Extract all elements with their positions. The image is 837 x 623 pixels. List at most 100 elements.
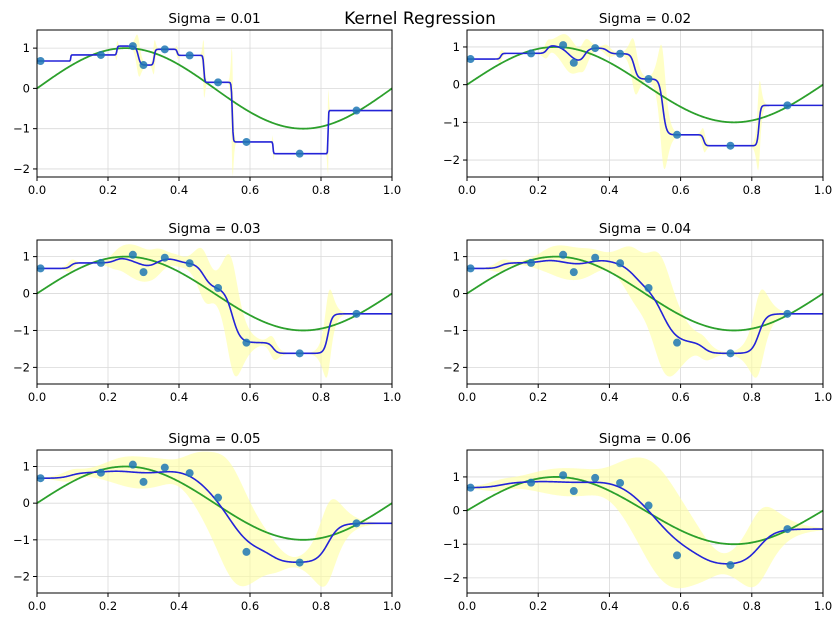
- data-point: [128, 42, 137, 51]
- x-tick-label: 0.6: [241, 390, 259, 404]
- data-point: [37, 57, 45, 66]
- x-tick-label: 0.0: [28, 390, 46, 404]
- x-tick-label: 0.0: [28, 599, 46, 613]
- data-point: [616, 259, 625, 268]
- y-tick-label: 0: [23, 287, 30, 301]
- data-point: [352, 309, 361, 318]
- x-tick-label: 0.6: [241, 183, 259, 197]
- subplot-title: Sigma = 0.05: [168, 431, 260, 447]
- subplot-title: Sigma = 0.02: [599, 11, 691, 27]
- data-point: [467, 264, 475, 273]
- x-tick-label: 0.4: [600, 599, 618, 613]
- x-tick-label: 1.0: [814, 183, 832, 197]
- figure-title: Kernel Regression: [344, 9, 496, 29]
- y-tick-label: 0: [453, 78, 460, 92]
- x-tick-label: 0.0: [458, 390, 476, 404]
- x-tick-label: 1.0: [383, 183, 401, 197]
- data-point: [673, 338, 682, 347]
- y-tick-label: −2: [443, 360, 460, 374]
- axes-frame: [36, 239, 393, 385]
- x-tick-label: 0.6: [671, 599, 689, 613]
- data-point: [242, 338, 251, 347]
- y-tick-label: −2: [13, 162, 30, 176]
- kernel-fit-line: [467, 45, 823, 147]
- y-tick-label: 1: [23, 460, 30, 474]
- data-point: [527, 478, 536, 487]
- data-point: [352, 106, 361, 115]
- data-point: [559, 41, 568, 50]
- x-tick-label: 0.8: [312, 183, 330, 197]
- axes-frame: [466, 239, 824, 385]
- x-tick-label: 0.0: [458, 599, 476, 613]
- data-point: [726, 561, 735, 570]
- data-point: [644, 75, 653, 83]
- data-point: [185, 259, 194, 268]
- subplot-title: Sigma = 0.04: [599, 221, 691, 237]
- subplot-5: 0.0 0.2 0.4 0.6 0.8 1.0 1 0 −1 −2 Sigma = 0.05: [13, 431, 401, 613]
- data-point: [185, 51, 194, 60]
- data-point: [783, 525, 792, 534]
- y-tick-label: 1: [23, 41, 30, 55]
- data-point: [352, 519, 361, 528]
- data-point: [591, 473, 600, 482]
- data-point: [139, 61, 148, 70]
- data-point: [295, 349, 304, 358]
- data-point: [214, 78, 223, 87]
- data-point: [559, 471, 568, 480]
- data-point: [616, 49, 625, 58]
- data-point: [242, 137, 251, 146]
- data-point: [295, 149, 304, 158]
- axes-frame: [466, 449, 824, 594]
- y-tick-label: 0: [453, 287, 460, 301]
- data-point: [96, 50, 105, 59]
- x-tick-label: 0.2: [529, 599, 547, 613]
- data-point: [160, 45, 169, 54]
- data-point: [96, 468, 105, 477]
- data-point: [185, 469, 194, 478]
- data-point: [128, 250, 137, 259]
- data-point: [467, 55, 475, 64]
- data-point: [467, 483, 475, 492]
- x-tick-label: 0.8: [312, 390, 330, 404]
- y-tick-label: −1: [443, 537, 460, 551]
- kernel-fit-line: [37, 45, 392, 155]
- x-tick-label: 0.6: [671, 183, 689, 197]
- confidence-band: [37, 244, 392, 378]
- x-tick-label: 0.2: [529, 183, 547, 197]
- x-tick-label: 0.8: [743, 390, 761, 404]
- y-tick-label: 1: [453, 250, 460, 264]
- x-tick-label: 1.0: [814, 599, 832, 613]
- plot-area: [467, 457, 823, 589]
- x-tick-label: 1.0: [383, 390, 401, 404]
- data-point: [783, 101, 792, 110]
- plot-area: [37, 451, 392, 587]
- data-point: [673, 130, 682, 139]
- axes-frame: [36, 29, 393, 178]
- data-point: [726, 349, 735, 358]
- y-tick-label: 0: [23, 496, 30, 510]
- data-point: [726, 141, 735, 150]
- data-point: [783, 309, 792, 318]
- data-point: [139, 268, 148, 277]
- data-point: [644, 501, 653, 510]
- y-tick-label: 0: [453, 504, 460, 518]
- x-tick-label: 0.8: [312, 599, 330, 613]
- y-tick-label: 1: [453, 40, 460, 54]
- data-point: [160, 253, 169, 262]
- y-tick-label: −2: [443, 571, 460, 585]
- data-point: [569, 268, 578, 277]
- data-point: [673, 551, 682, 560]
- data-point: [559, 250, 568, 259]
- subplot-title: Sigma = 0.06: [599, 431, 691, 447]
- subplot-title: Sigma = 0.01: [168, 11, 260, 27]
- y-tick-label: −2: [13, 360, 30, 374]
- data-point: [527, 258, 536, 267]
- x-tick-label: 0.4: [170, 390, 188, 404]
- plot-area: [467, 34, 823, 171]
- y-tick-label: −1: [13, 533, 30, 547]
- true-function-line: [37, 255, 392, 332]
- data-point: [591, 253, 600, 262]
- subplot-1: 0.0 0.2 0.4 0.6 0.8 1.0 1 0 −1 −2 Sigma = 0.01: [13, 11, 401, 197]
- x-tick-label: 1.0: [383, 599, 401, 613]
